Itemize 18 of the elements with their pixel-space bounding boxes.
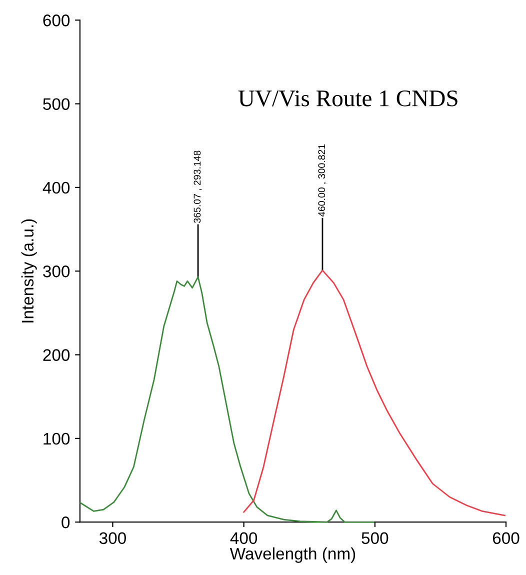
y-tick-label: 200 <box>43 349 70 361</box>
x-tick-label: 300 <box>99 532 126 544</box>
x-tick-label: 400 <box>230 532 258 544</box>
annotation: 365.07 , 293.148 <box>194 150 202 223</box>
annotation: 460.00 , 300.821 <box>318 144 326 217</box>
y-tick-label: 300 <box>43 266 70 278</box>
line-series <box>243 270 506 516</box>
y-tick-label: 0 <box>62 516 70 528</box>
line-series <box>80 276 374 523</box>
y-tick-label: 100 <box>44 432 70 445</box>
y-tick-label: 400 <box>42 182 70 194</box>
y-tick-label: 600 <box>43 14 70 26</box>
text: UV/Vis Route 1 CNDS <box>238 90 458 106</box>
x-tick-label: 600 <box>492 532 520 544</box>
x-tick-label: 500 <box>362 532 388 544</box>
y-axis-title: Intensity (a.u.) <box>21 219 37 322</box>
x-axis-title: Wavelength (nm) <box>230 547 356 563</box>
y-tick-label: 500 <box>43 98 70 110</box>
